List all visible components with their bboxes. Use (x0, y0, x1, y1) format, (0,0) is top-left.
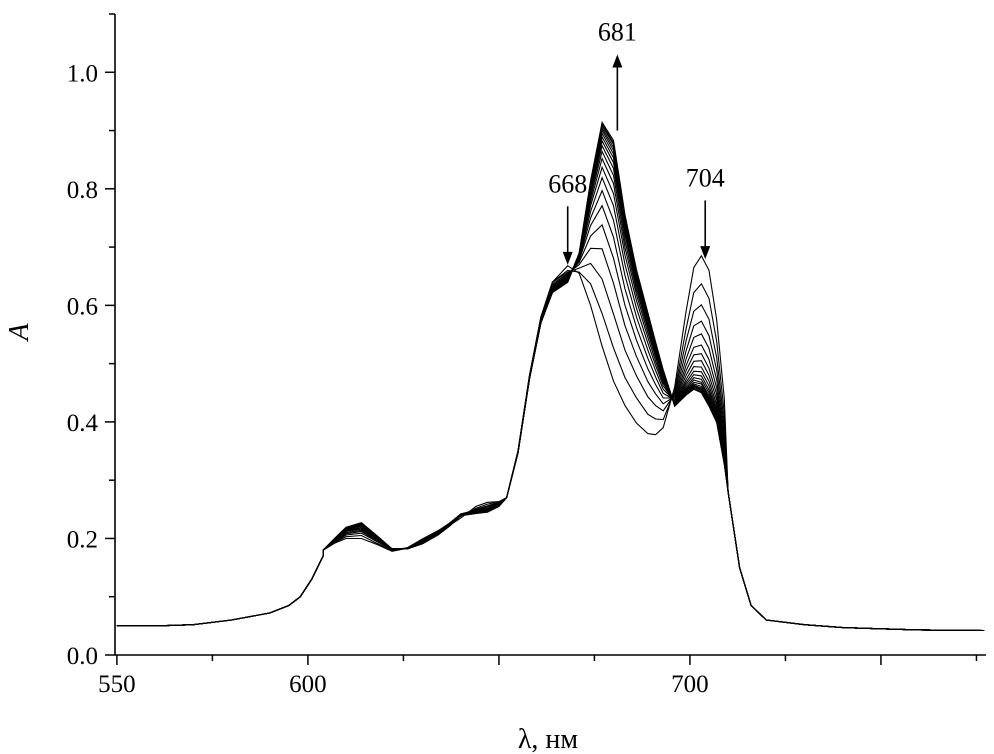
spectrum-line-8 (116, 176, 985, 632)
spectrum-line-4 (116, 247, 985, 632)
arrow-head-668 (562, 251, 573, 265)
arrow-head-704 (700, 246, 711, 260)
spectrum-line-1 (116, 254, 985, 632)
arrow-head-681 (612, 54, 623, 68)
spectrum-line-16 (116, 128, 985, 632)
peak-label-704: 704 (686, 163, 725, 192)
spectrum-line-7 (116, 189, 985, 632)
spectra-group (116, 120, 985, 632)
x-tick-label: 700 (671, 671, 709, 698)
spectrum-line-20 (116, 120, 985, 632)
spectrum-line-14 (116, 135, 985, 632)
spectrum-line-18 (116, 124, 985, 632)
spectrum-line-19 (116, 122, 985, 632)
y-tick-label: 0.2 (67, 526, 98, 553)
spectrum-line-5 (116, 223, 985, 632)
y-tick-label: 0.8 (67, 177, 98, 204)
x-tick-label: 600 (289, 671, 327, 698)
y-tick-label: 0.6 (67, 293, 98, 320)
spectrum-line-15 (116, 131, 985, 632)
spectrum-line-3 (116, 262, 985, 632)
spectrum-line-9 (116, 165, 985, 632)
y-tick-label: 1.0 (67, 60, 98, 87)
y-tick-label: 0.0 (67, 643, 98, 670)
x-tick-label: 550 (98, 671, 136, 698)
spectrum-line-11 (116, 149, 985, 632)
peak-label-668: 668 (548, 169, 587, 198)
spectrum-line-10 (116, 156, 985, 632)
spectrum-line-2 (116, 269, 985, 632)
ticks-group: 550 600 700 0.0 0.2 0.4 0.6 0.8 1.0 (67, 13, 978, 698)
axes-group (114, 14, 986, 656)
x-axis-title: λ, нм (518, 724, 579, 754)
y-tick-label: 0.4 (67, 410, 99, 437)
spectrum-line-17 (116, 126, 985, 632)
spectrum-line-6 (116, 204, 985, 632)
spectrum-line-12 (116, 144, 985, 632)
y-axis-title: A (4, 323, 35, 343)
spectrum-line-13 (116, 139, 985, 632)
peak-label-681: 681 (598, 17, 637, 46)
annotations-group: 681 668 704 (548, 17, 725, 265)
